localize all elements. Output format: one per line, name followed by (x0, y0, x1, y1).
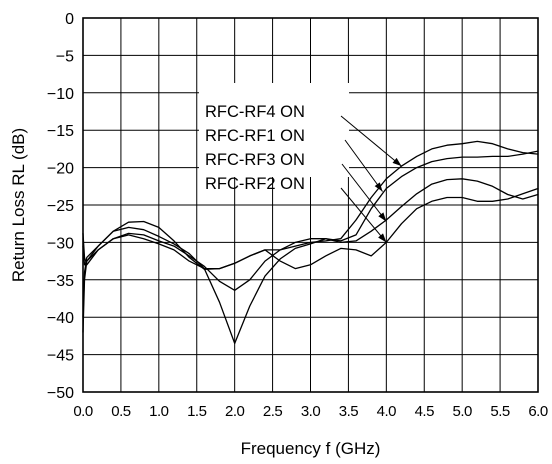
x-tick-label: 4.5 (415, 403, 435, 420)
grid (82, 17, 539, 393)
tick-labels: 0.0 0.5 1.0 1.5 2.0 2.5 3.0 3.5 4.0 4.5 5.0 5.5 6.0 0… (47, 11, 548, 420)
x-tick-label: 3.5 (339, 403, 359, 420)
x-tick-label: 6.0 (528, 403, 548, 420)
y-tick-label: −20 (47, 161, 74, 178)
legend-pointer-line (340, 115, 402, 167)
y-tick-label: 0 (65, 11, 74, 28)
x-tick-label: 4.0 (377, 403, 397, 420)
x-axis-title: Frequency f (GHz) (241, 439, 381, 458)
y-tick-label: −45 (47, 348, 74, 365)
legend-pointer-line (341, 163, 387, 222)
x-tick-label: 3.0 (301, 403, 321, 420)
y-tick-label: −50 (47, 385, 74, 402)
x-tick-label: 2.5 (263, 403, 283, 420)
plot-frame (82, 17, 539, 393)
y-tick-label: −5 (56, 48, 74, 65)
y-tick-label: −40 (47, 310, 74, 327)
plot-border (82, 17, 539, 393)
legend-pointer-arrowhead (378, 233, 387, 243)
legend-pointer-arrowhead (378, 212, 387, 222)
x-tick-label: 1.5 (187, 403, 207, 420)
y-tick-label: −10 (47, 86, 74, 103)
x-tick-label: 5.5 (490, 403, 510, 420)
legend: RFC-RF4 ON RFC-RF1 ON RFC-RF3 ON RFC-RF2 ON (205, 103, 305, 193)
series-line-1 (82, 140, 539, 318)
legend-pointer-arrowhead (374, 182, 383, 192)
legend-pointers (340, 115, 402, 243)
legend-label: RFC-RF1 ON (205, 127, 305, 145)
x-tick-label: 0.5 (111, 403, 131, 420)
y-tick-label: −30 (47, 235, 74, 252)
series-line-2 (82, 150, 539, 291)
y-tick-label: −15 (47, 123, 74, 140)
x-tick-label: 0.0 (73, 403, 93, 420)
legend-pointer-arrowhead (392, 157, 402, 167)
legend-background (199, 83, 349, 177)
x-tick-label: 1.0 (149, 403, 169, 420)
x-tick-label: 2.0 (225, 403, 245, 420)
legend-label: RFC-RF4 ON (205, 103, 305, 121)
x-tick-label: 5.0 (452, 403, 472, 420)
y-axis-title: Return Loss RL (dB) (9, 128, 28, 282)
series-line-3 (82, 178, 539, 345)
legend-pointer-line (340, 187, 387, 243)
legend-pointer-line (344, 139, 383, 192)
series-line-4 (82, 187, 539, 270)
y-tick-label: −25 (47, 198, 74, 215)
y-tick-label: −35 (47, 273, 74, 290)
legend-label: RFC-RF3 ON (205, 151, 305, 169)
legend-label: RFC-RF2 ON (205, 175, 305, 193)
series-lines (82, 140, 539, 345)
